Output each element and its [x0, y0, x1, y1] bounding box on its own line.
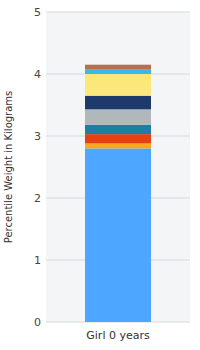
y-tick-label: 2: [34, 192, 41, 205]
bar-segment: [85, 109, 151, 125]
bar-segment: [85, 96, 151, 110]
grid: [46, 12, 190, 322]
bar-segment: [85, 143, 151, 148]
bar-segment: [85, 134, 151, 143]
y-axis-label: Percentile Weight in Kilograms: [3, 91, 14, 244]
bar-segment: [85, 74, 151, 96]
bar-segment: [85, 70, 151, 74]
y-tick-label: 3: [34, 130, 41, 143]
chart-svg: 0 1 2 3 4 5 Girl 0 years Percentile Weight in K…: [0, 0, 200, 350]
plot-background: [46, 12, 190, 322]
bar-segment: [85, 125, 151, 134]
y-tick-label: 4: [34, 68, 41, 81]
x-tick-label: Girl 0 years: [86, 329, 150, 342]
y-tick-label: 0: [34, 316, 41, 329]
grid-line: [46, 12, 190, 13]
bars: [85, 65, 151, 322]
chart-container: 0 1 2 3 4 5 Girl 0 years Percentile Weight in K…: [0, 0, 200, 350]
y-tick-label: 5: [34, 6, 41, 19]
bar-segment: [85, 65, 151, 70]
y-tick-label: 1: [34, 254, 41, 267]
bar-segment: [85, 148, 151, 322]
